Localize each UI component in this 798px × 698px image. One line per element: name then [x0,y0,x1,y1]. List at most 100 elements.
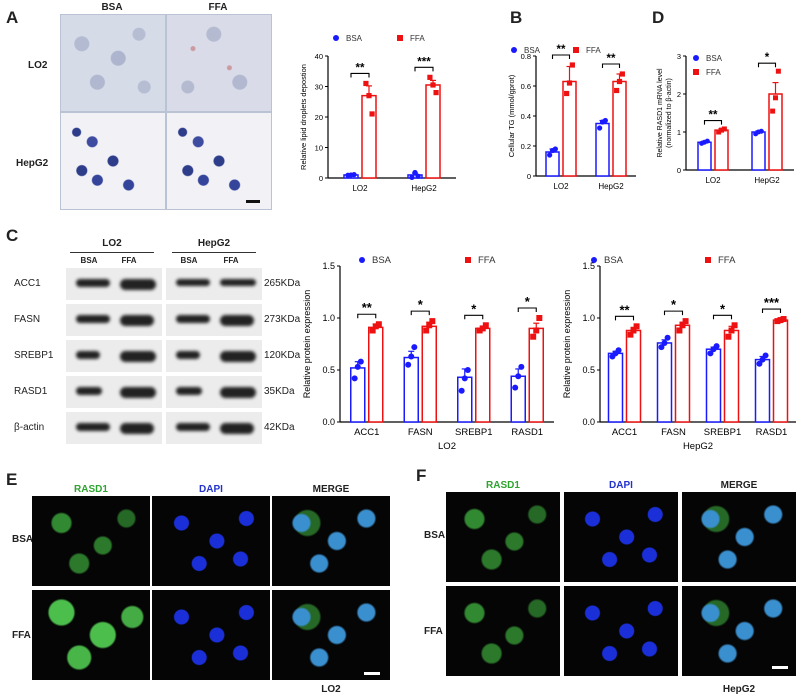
blot-group-lo2: LO2 [102,238,122,249]
if-image-lo2-ffa-rasd1 [32,590,150,680]
data-point-ffa [630,327,637,334]
blot-protein-label: RASD1 [14,386,48,397]
panel-label-b: B [510,8,523,27]
if-image-lo2-ffa-merge [272,590,390,680]
y-tick-label: 0 [319,174,323,183]
blot-band [220,423,254,434]
x-tick-label: ACC1 [612,427,637,438]
x-tick-label: ACC1 [354,427,379,438]
data-point-ffa [616,78,623,85]
significance-mark: * [671,297,677,312]
data-point-bsa [415,173,421,179]
ihc-image-hepg2-ffa [166,112,272,210]
data-point-bsa [707,350,714,357]
panel-label-d: D [652,8,665,27]
significance-mark: * [525,294,531,309]
data-point-ffa [566,80,573,86]
data-point-ffa [430,82,436,88]
if-image-hepg2-ffa-rasd1 [446,586,560,676]
significance-mark: * [471,301,477,316]
chart-c-lo2: 0.0 0.5 1.0 1.5 Relative protein expression B… [302,255,554,452]
data-point-ffa [369,111,375,117]
blot-band [76,315,110,323]
panel-label-a: A [6,8,19,27]
bar-bsa [754,358,771,423]
blot-band [176,387,202,395]
data-point-bsa [552,146,558,152]
ihc-image-lo2-bsa [60,14,166,112]
data-point-ffa [627,331,634,338]
data-point-bsa [411,344,418,351]
if-image-hepg2-bsa-dapi [564,492,678,582]
data-point-bsa [461,375,468,382]
legend-label-ffa: FFA [410,34,425,43]
bar-bsa [595,122,610,177]
legend-marker-bsa [511,47,517,53]
blot-band [176,279,210,286]
data-point-bsa [412,169,418,176]
significance-mark: * [720,301,726,316]
data-point-ffa [564,90,570,97]
data-point-ffa [429,318,436,325]
y-tick-label: 0.6 [521,82,531,91]
blot-protein-label: ACC1 [14,278,41,289]
panel-f-header-rasd1: RASD1 [486,480,520,491]
panel-label-f: F [416,466,427,485]
panel-a-header-ffa: FFA [208,2,228,13]
y-tick-label: 10 [315,144,323,153]
blot-group-hepg2: HepG2 [197,238,231,249]
x-tick-label: LO2 [705,176,721,185]
legend-marker-ffa [397,35,403,41]
data-point-ffa [731,322,738,329]
data-point-bsa [597,125,603,131]
bar-bsa [656,342,673,423]
data-point-ffa [369,327,376,334]
bar-ffa [475,327,491,423]
blot-band [76,351,100,359]
bar-bsa [403,356,419,423]
panel-a-header-bsa: BSA [101,2,123,13]
data-point-ffa [721,126,727,132]
chart-c-hepg2: 0.0 0.5 1.0 1.5 Relative protein expression B… [562,255,796,452]
if-image-hepg2-bsa-merge [682,492,796,582]
if-image-hepg2-ffa-merge [682,586,796,676]
panel-f-header-dapi: DAPI [609,480,633,491]
blot-band [120,315,154,326]
significance-bracket [357,313,377,319]
significance-bracket [712,314,733,320]
blot-band [120,279,156,290]
significance-mark: ** [356,62,365,74]
significance-mark: ** [557,44,566,56]
legend-label-bsa: BSA [524,46,541,55]
legend-label-ffa: FFA [706,68,721,77]
x-tick-label: RASD1 [511,427,543,438]
data-point-ffa [775,68,781,74]
bar-ffa [723,329,740,423]
significance-bracket [601,63,621,68]
panel-f-caption: HepG2 [722,684,756,695]
blot-band [176,423,210,431]
y-axis-label: Cellular TG (mmol/gprot) [507,74,516,157]
data-point-ffa [773,95,778,101]
legend-label-ffa: FFA [718,255,736,266]
blot-band [176,315,210,323]
y-tick-label: 1.0 [322,313,335,323]
data-point-bsa [762,352,769,359]
data-point-bsa [458,387,465,394]
blot-band [176,351,200,359]
data-point-bsa [464,367,471,373]
blot-size-label: 273KDa [264,314,301,325]
significance-mark: * [765,52,770,64]
significance-mark: *** [764,295,780,310]
y-tick-label: 2 [677,90,681,99]
scale-bar [246,200,260,203]
if-image-lo2-bsa-merge [272,496,390,586]
scale-bar [772,666,788,669]
x-tick-label: HepG2 [598,182,624,191]
y-tick-label: 1.5 [322,261,335,271]
panel-label-c: C [6,226,19,245]
data-point-bsa [713,343,720,350]
blot-band [220,351,256,362]
blot-band [220,387,256,398]
blot-size-label: 35KDa [264,386,295,397]
